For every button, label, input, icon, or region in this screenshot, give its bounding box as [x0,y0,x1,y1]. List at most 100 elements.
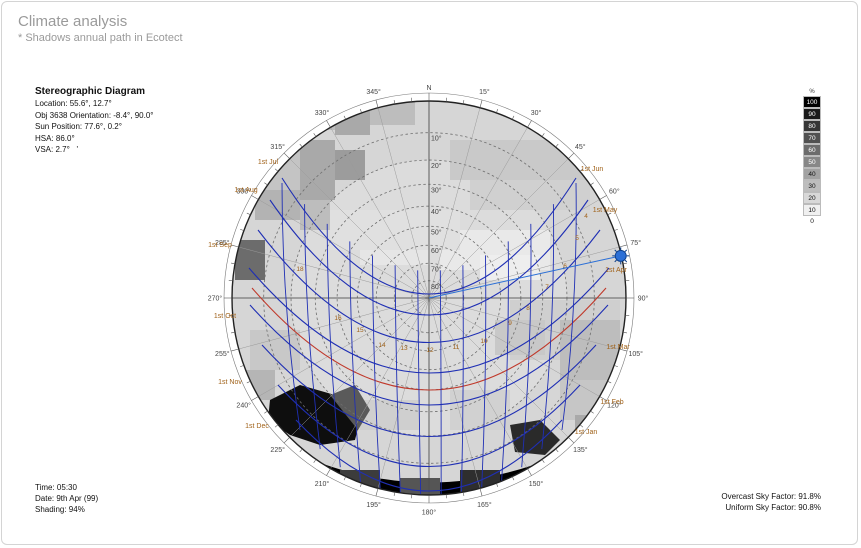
hour-line [561,182,577,431]
azimuth-tick [393,491,396,496]
azimuth-spoke [428,107,481,299]
azimuth-tick [496,483,499,487]
hour-line [541,204,555,450]
azimuth-spoke [428,199,600,299]
azimuth-tick [274,424,279,428]
legend-step: 80 [803,120,821,132]
azimuth-tick [599,195,607,200]
azimuth-tick [313,459,317,463]
azimuth-spoke [238,297,430,350]
altitude-label: 60° [431,247,442,255]
dark-shading-zone [330,385,370,430]
hour-line [417,270,422,495]
sun-ray [614,249,617,252]
sun-path-arc [261,344,597,438]
azimuth-tick [511,476,515,481]
azimuth-label: 30° [531,109,542,117]
azimuth-label: 225° [270,446,285,454]
legend-step: 30 [803,180,821,192]
sun-ray [614,259,617,263]
azimuth-tick [230,244,239,248]
azimuth-tick [462,100,465,105]
hour-label: 9 [508,320,512,327]
azimuth-tick [343,115,347,120]
sun-path-arc [277,384,581,468]
sky-factor-panel: Overcast Sky Factor: 91.8% Uniform Sky F… [721,491,821,513]
azimuth-label: 300° [236,188,251,196]
azimuth-tick [375,488,379,497]
diagram-heading: Stereographic Diagram [35,86,146,97]
azimuth-label: 210° [315,480,330,488]
azimuth-tick [568,152,575,159]
sun-path-arc [248,267,610,374]
azimuth-spoke [289,158,430,299]
azimuth-tick [393,100,396,105]
hsa-text: HSA: 86.0° [35,133,75,143]
azimuth-tick [555,448,559,453]
azimuth-tick [283,152,290,159]
time-text: Time: 05:30 [35,483,77,492]
azimuth-label: 345° [366,88,381,96]
legend-step: 70 [803,132,821,144]
azimuth-tick [246,380,251,384]
azimuth-tick [359,109,362,113]
azimuth-tick [264,182,268,186]
sun-vector [428,255,621,299]
altitude-label: 20° [431,162,442,170]
altitude-label: 30° [431,186,442,194]
shading-legend: % 100 90 80 70 60 50 40 30 20 10 0 [803,88,821,228]
shading-text: Shading: 94% [35,505,85,514]
azimuth-tick [555,143,559,148]
azimuth-tick [590,410,594,414]
azimuth-tick [619,348,628,352]
azimuth-tick [527,120,532,128]
vsa-mark: ' [76,145,78,154]
azimuth-tick [299,143,303,148]
hour-line [501,241,509,484]
diagram-info-panel: Stereographic Diagram Location: 55.6°, 1… [35,85,153,156]
hour-label: 11 [453,344,460,351]
hour-label: 8 [526,305,530,312]
hour-line [521,223,532,468]
azimuth-spoke [428,127,528,299]
uniform-sky-factor: Uniform Sky Factor: 90.8% [725,503,821,512]
hour-label: 15 [356,327,364,334]
overcast-sky-factor: Overcast Sky Factor: 91.8% [721,492,821,501]
azimuth-tick [283,437,290,444]
azimuth-label: 105° [628,350,643,358]
azimuth-tick [622,262,627,265]
azimuth-tick [326,468,331,476]
hour-line [439,270,442,495]
azimuth-spoke [377,107,430,299]
orientation-text: Obj 3638 Orientation: -8.4°, 90.0° [35,110,154,120]
azimuth-tick [541,133,545,137]
azimuth-tick [246,212,251,216]
altitude-label: 10° [431,135,442,143]
month-label: 1st Aug [234,187,257,194]
azimuth-tick [599,396,607,401]
azimuth-spoke [330,127,430,299]
sun-path-arc [295,419,563,492]
dark-shading-zone [510,420,560,455]
month-label: 1st Apr [605,267,627,274]
azimuth-label: 75° [630,239,641,247]
location-text: Location: 55.6°, 12.7° [35,99,112,108]
altitude-label: 50° [431,228,442,236]
azimuth-tick [240,365,244,368]
equinox-path [251,287,607,391]
azimuth-tick [607,212,612,216]
azimuth-tick [590,182,594,186]
azimuth-tick [251,396,259,401]
shading-block [255,190,300,220]
azimuth-spoke [428,297,528,469]
sun-path-arc [249,304,609,406]
north-label: N [426,85,431,92]
shading-block [250,330,300,370]
legend-step: 100 [803,96,821,108]
azimuth-label: 315° [270,143,285,151]
azimuth-tick [496,109,499,113]
azimuth-label: 195° [366,501,381,509]
azimuth-tick [359,483,362,487]
azimuth-tick [579,168,584,172]
